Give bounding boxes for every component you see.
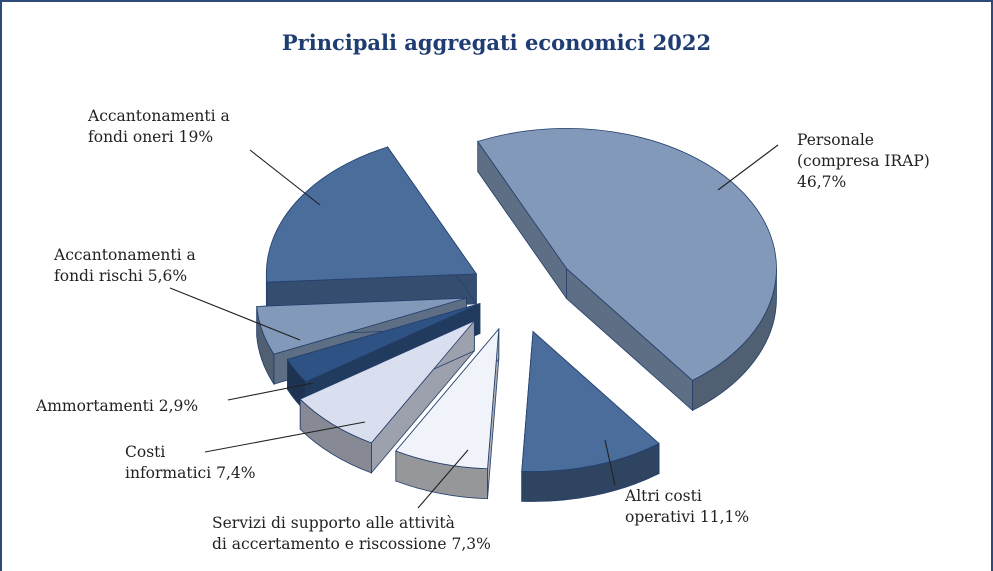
pie-slice-top (256, 297, 467, 355)
label-costi-informatici: Costi informatici 7,4% (125, 443, 256, 482)
leader-line-fondi-oneri (249, 149, 321, 206)
pie-slice-top (395, 327, 500, 470)
pie-slice-personale (477, 128, 777, 412)
leader-line-personale (717, 144, 779, 191)
pie-slice-top (265, 146, 478, 283)
label-altri-costi-operativi: Altri costi operativi 11,1% (625, 487, 750, 526)
leader-line-fondi-rischi (169, 287, 301, 341)
pie-slice-costi-informatici (299, 319, 475, 474)
label-accantonamenti-fondi-rischi: Accantonamenti a fondi rischi 5,6% (54, 246, 196, 285)
leader-line-altri-costi (604, 439, 616, 486)
pie-slice-top (521, 330, 660, 472)
label-ammortamenti: Ammortamenti 2,9% (36, 397, 199, 415)
pie-slice-fondi-oneri (265, 145, 478, 313)
leader-line-costi-informatici (204, 421, 366, 453)
pie-slice-top (286, 303, 481, 383)
pie-slice-top (299, 320, 475, 444)
leader-line-ammortamenti (227, 382, 314, 401)
label-accantonamenti-fondi-oneri: Accantonamenti a fondi oneri 19% (88, 107, 230, 146)
leader-line-servizi-supporto (417, 449, 469, 509)
pie-slice-altri-costi (521, 330, 660, 502)
pie-slice-servizi-supporto (395, 327, 500, 500)
label-personale: Personale (compresa IRAP) 46,7% (797, 131, 930, 191)
label-servizi-supporto: Servizi di supporto alle attività di acc… (212, 514, 491, 553)
pie-slice-top (477, 128, 777, 381)
chart-title: Principali aggregati economici 2022 (281, 30, 712, 55)
